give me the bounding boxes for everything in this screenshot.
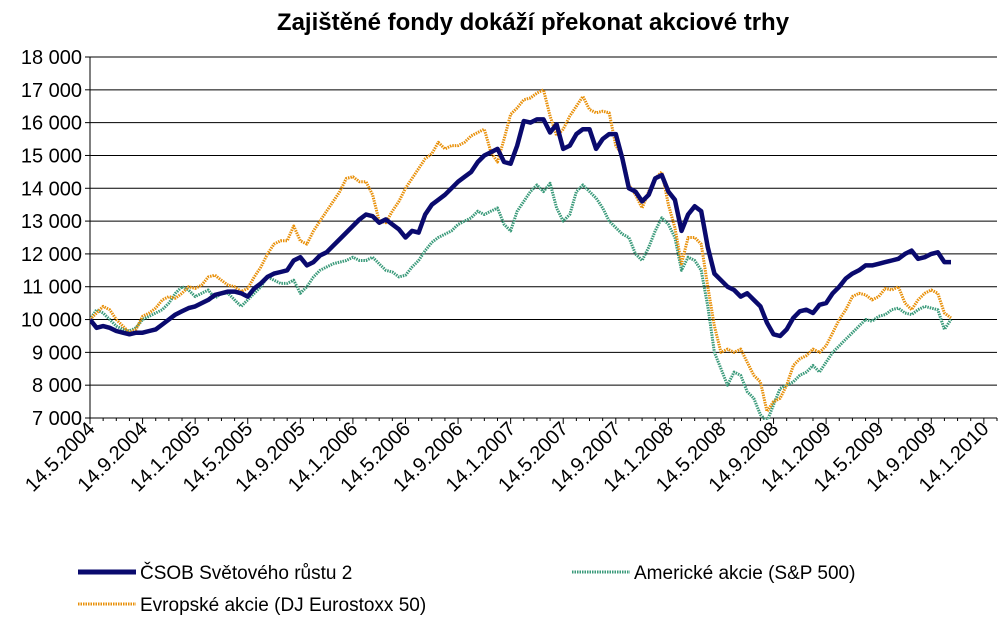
x-tick-labels: 14.5.200414.9.200414.1.200514.5.200514.9…	[21, 418, 993, 496]
y-tick-labels: 7 000 8 000 9 000 10 000 11 000 12 000 13 000 1…	[21, 47, 82, 430]
legend: ČSOB Světového růstu 2 Americké akcie (S&…	[78, 562, 855, 616]
legend-label-2: Americké akcie (S&P 500)	[634, 563, 855, 584]
y-tick-label: 14 000	[21, 178, 82, 200]
gridlines	[90, 56, 997, 419]
y-tick-label: 11 000	[22, 277, 82, 299]
y-tick-label: 17 000	[21, 80, 82, 102]
y-tick-label: 9 000	[32, 342, 82, 364]
series-lines	[90, 88, 953, 420]
y-tick-label: 16 000	[21, 113, 82, 135]
y-tick-label: 15 000	[21, 145, 82, 167]
series-line-1	[90, 88, 952, 413]
axes	[85, 56, 998, 424]
y-tick-label: 12 000	[21, 244, 82, 266]
y-tick-label: 13 000	[21, 211, 82, 233]
legend-label-0: ČSOB Světového růstu 2	[140, 562, 352, 584]
legend-label-1: Evropské akcie (DJ Eurostoxx 50)	[140, 595, 426, 616]
chart-title: Zajištěné fondy dokáží překonat akciové …	[277, 9, 790, 36]
series-line-2	[90, 181, 953, 420]
y-tick-label: 7 000	[32, 408, 82, 430]
y-tick-label: 18 000	[21, 47, 82, 69]
y-tick-label: 10 000	[21, 310, 82, 332]
series-line-0	[90, 117, 951, 339]
y-tick-label: 8 000	[32, 375, 82, 397]
